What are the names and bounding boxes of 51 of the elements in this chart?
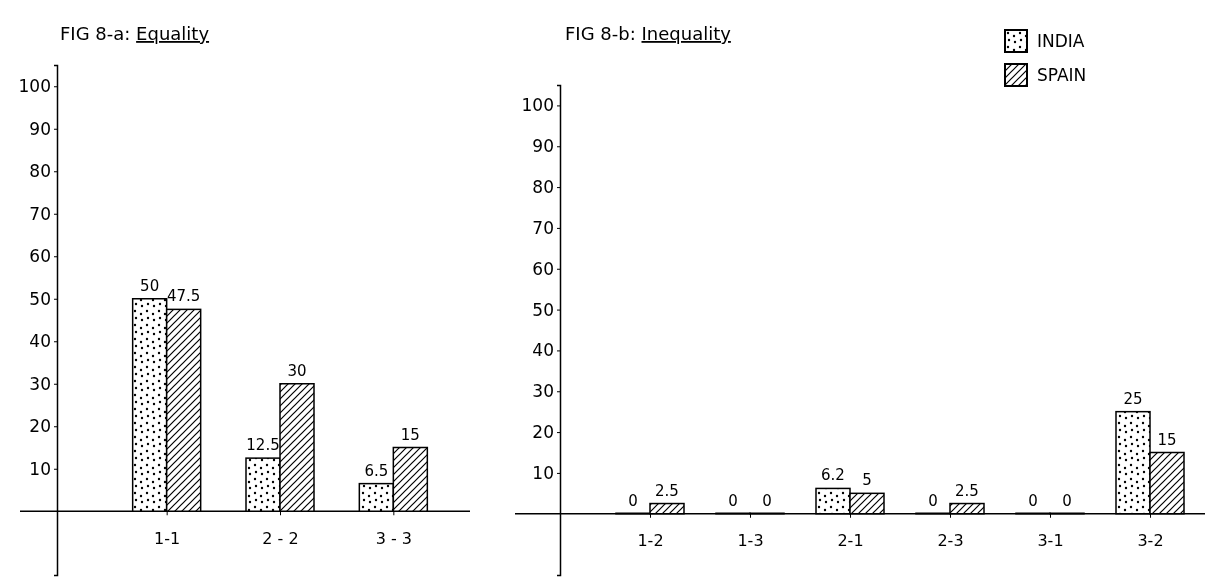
x-tick-label: 2-3 (937, 531, 964, 551)
x-tick-label: 1-3 (737, 531, 764, 551)
data-label: 0 (728, 491, 738, 510)
data-label: 5 (862, 471, 872, 490)
data-label: 30 (287, 361, 307, 380)
y-tick-label: 70 (29, 203, 51, 224)
x-tick-label: 2 - 2 (262, 528, 299, 548)
y-tick-label: 60 (29, 246, 51, 267)
data-label: 2.5 (955, 481, 979, 500)
y-tick-label: 10 (532, 462, 554, 483)
x-tick-label: 3 - 3 (375, 528, 412, 548)
chart-title: FIG 8-b: Inequality (565, 23, 732, 44)
y-tick-label: 10 (29, 458, 51, 479)
y-tick-label: 100 (521, 95, 554, 116)
data-label: 6.5 (364, 461, 389, 480)
x-tick-label: 1-1 (154, 528, 181, 548)
y-tick-label: 70 (532, 217, 554, 238)
y-tick-label: 40 (29, 331, 51, 352)
x-tick-label: 2-1 (837, 531, 864, 551)
y-tick-label: 30 (532, 381, 554, 402)
y-tick-label: 50 (29, 288, 51, 309)
y-tick-label: 20 (29, 416, 51, 437)
y-tick-label: 40 (532, 340, 554, 361)
y-tick-label: 20 (532, 422, 554, 443)
data-label: 50 (140, 276, 160, 295)
data-label: 12.5 (246, 436, 280, 455)
x-tick-label: 1-2 (637, 531, 664, 551)
data-label: 0 (1028, 491, 1038, 510)
data-label: 0 (762, 491, 772, 510)
y-tick-label: 60 (532, 258, 554, 279)
data-label: 2.5 (655, 481, 679, 500)
y-tick-label: 80 (29, 161, 51, 182)
data-label: 25 (1123, 389, 1143, 408)
data-label: 0 (628, 491, 638, 510)
x-tick-label: 3-1 (1037, 531, 1064, 551)
y-tick-label: 100 (18, 76, 51, 97)
data-label: 15 (400, 425, 420, 444)
legend-label: SPAIN (1037, 65, 1087, 85)
data-label: 0 (1062, 491, 1072, 510)
data-label: 47.5 (166, 287, 201, 306)
data-label: 6.2 (821, 466, 845, 485)
y-tick-label: 90 (532, 136, 554, 157)
chart-title: FIG 8-a: Equality (60, 23, 210, 44)
y-tick-label: 50 (532, 299, 554, 320)
data-label: 0 (928, 491, 938, 510)
y-tick-label: 90 (29, 118, 51, 139)
legend-label: INDIA (1037, 31, 1085, 51)
x-tick-label: 3-2 (1137, 531, 1164, 551)
y-tick-label: 80 (532, 177, 554, 198)
y-tick-label: 30 (29, 373, 51, 394)
data-label: 15 (1157, 430, 1177, 449)
